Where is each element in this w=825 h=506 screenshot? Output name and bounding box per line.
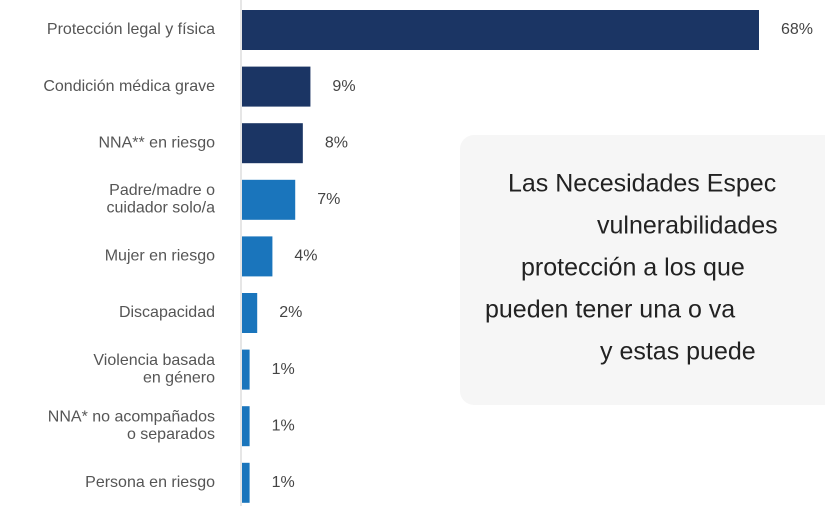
category-label: Mujer en riesgo	[105, 248, 215, 265]
note-text: y estas puede	[600, 338, 756, 366]
category-label: NNA* no acompañados o separados	[48, 409, 215, 444]
bar	[242, 293, 258, 333]
value-label: 8%	[325, 134, 348, 151]
note-text: protección a los que	[521, 254, 745, 282]
bar	[242, 406, 250, 447]
value-label: 7%	[317, 191, 340, 208]
note-box	[460, 135, 825, 405]
bar	[242, 349, 250, 390]
value-label: 4%	[294, 248, 317, 265]
note-text: vulnerabilidades	[597, 212, 778, 240]
category-label: Persona en riesgo	[85, 474, 215, 491]
value-label: 1%	[272, 474, 295, 491]
note-text: pueden tener una o va	[485, 296, 735, 324]
category-label: Discapacidad	[119, 304, 215, 321]
bar	[242, 236, 273, 277]
category-label: Condición médica grave	[43, 78, 215, 95]
category-label: Protección legal y física	[47, 21, 215, 38]
value-label: 1%	[272, 361, 295, 378]
bar	[242, 10, 759, 50]
value-label: 2%	[279, 304, 302, 321]
value-label: 68%	[781, 21, 813, 38]
category-label: Padre/madre o cuidador solo/a	[106, 182, 215, 217]
bar	[242, 66, 311, 107]
bar	[242, 462, 250, 503]
value-label: 1%	[272, 417, 295, 434]
category-label: NNA** en riesgo	[99, 134, 216, 151]
note-text: Las Necesidades Espec	[508, 170, 776, 198]
value-label: 9%	[332, 78, 355, 95]
bar	[242, 179, 296, 220]
bar	[242, 123, 303, 164]
category-label: Violencia basada en género	[93, 352, 215, 387]
